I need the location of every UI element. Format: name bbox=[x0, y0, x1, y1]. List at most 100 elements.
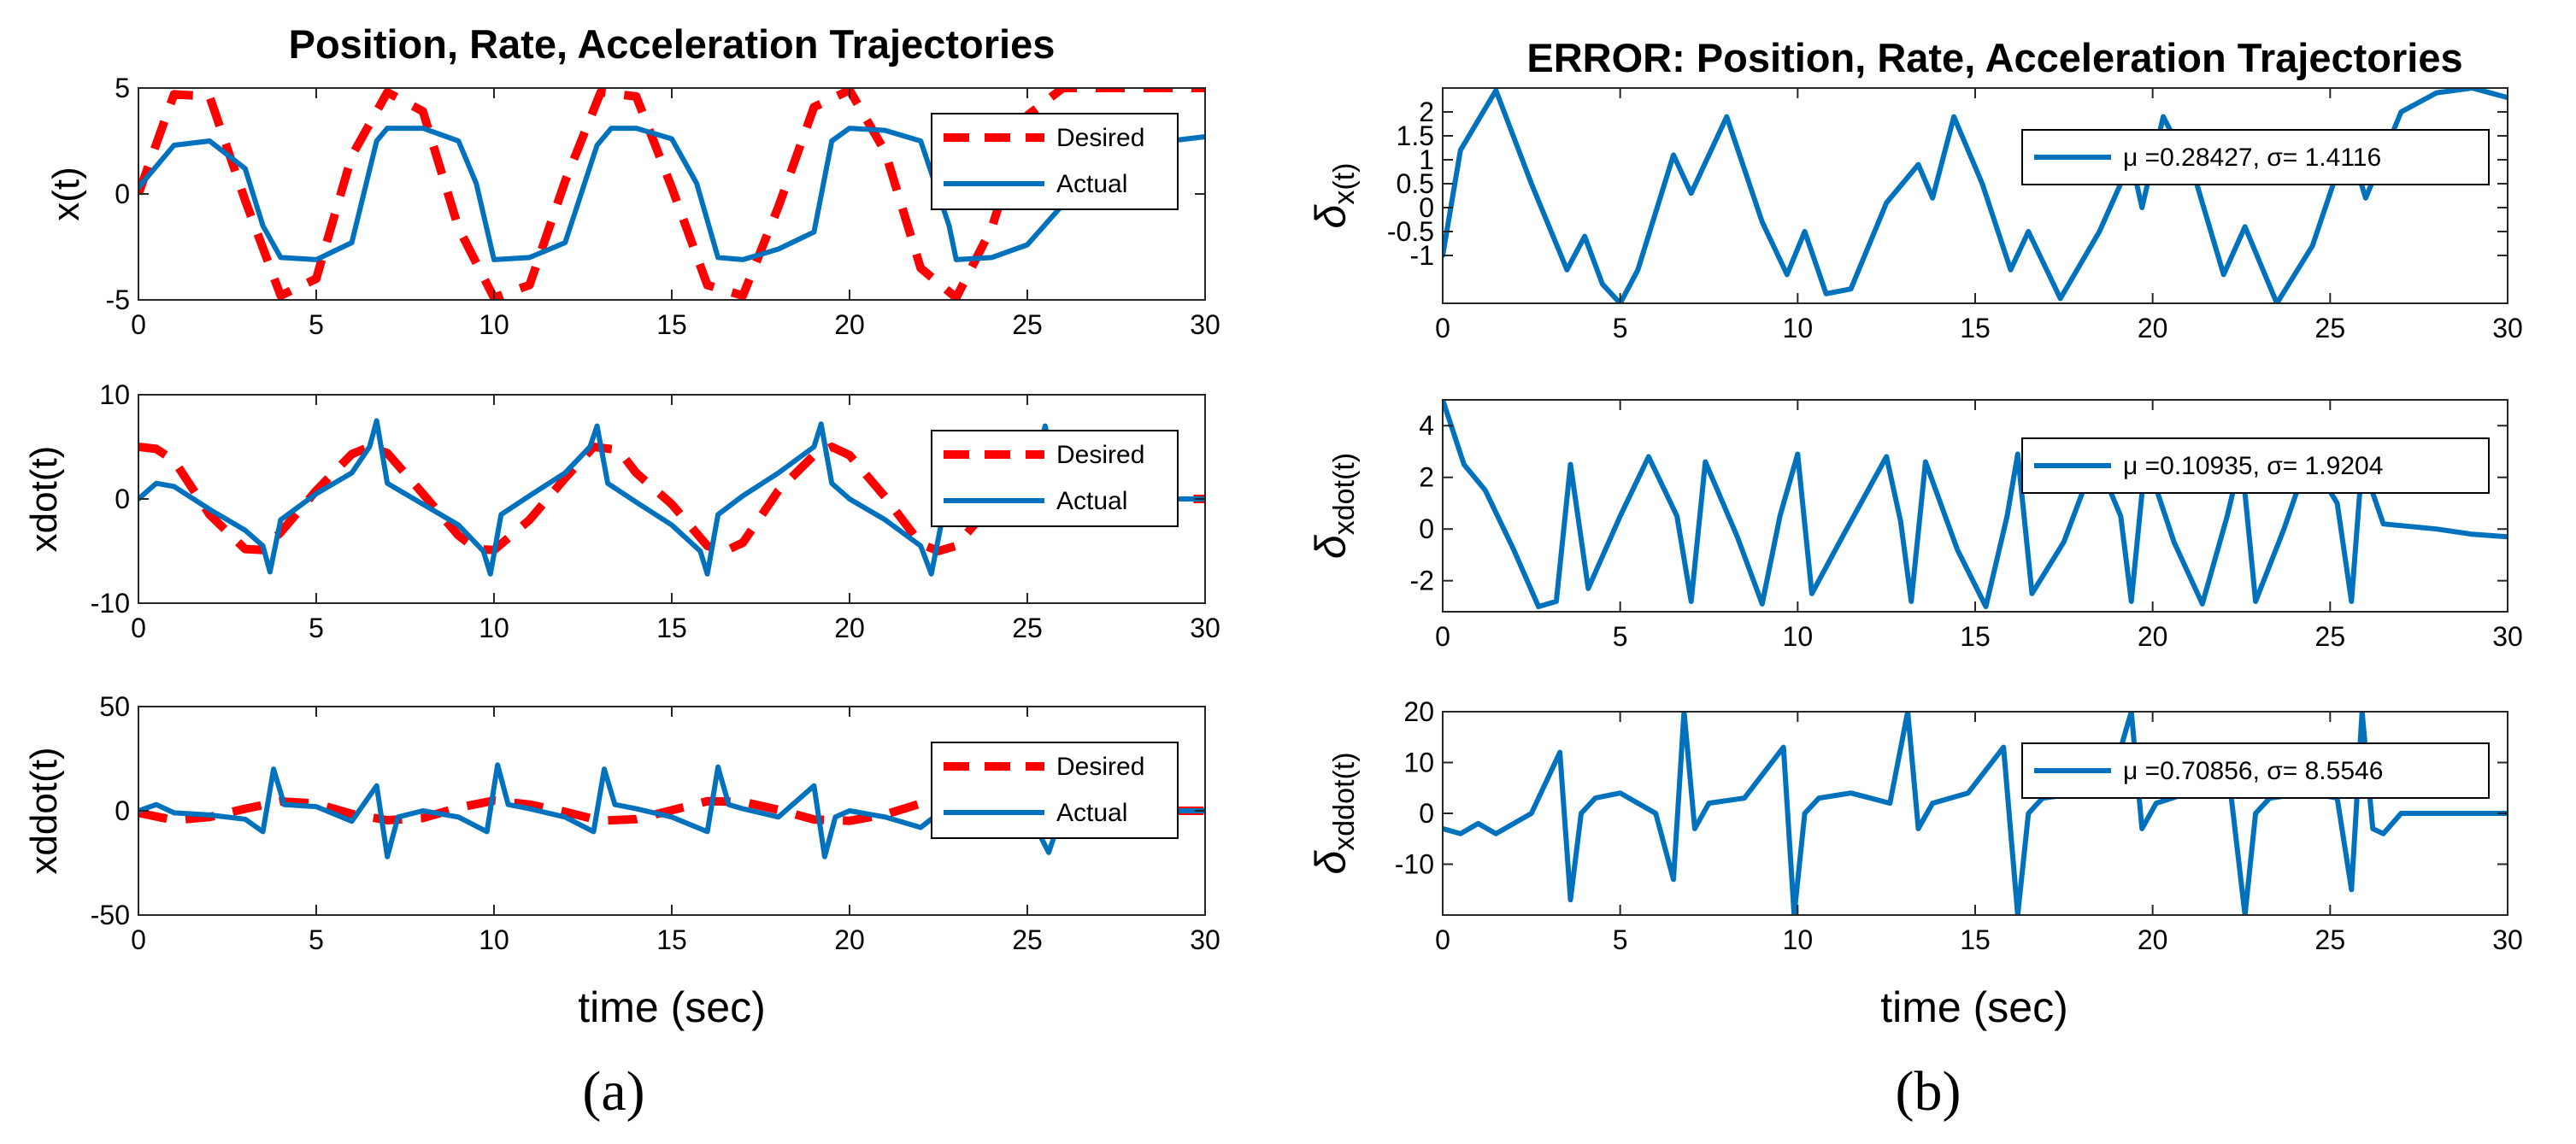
legend-label: Actual bbox=[1056, 799, 1127, 827]
legend: μ =0.28427, σ= 1.4116 bbox=[2021, 129, 2490, 185]
legend-label: Desired bbox=[1056, 441, 1144, 469]
y-tick-label: -2 bbox=[1410, 566, 1434, 596]
panel-a-xlabel: time (sec) bbox=[578, 983, 765, 1031]
panel-b-title: ERROR: Position, Rate, Acceleration Traj… bbox=[1526, 35, 2462, 80]
caption-a: (a) bbox=[582, 1060, 644, 1123]
legend-label: μ =0.70856, σ= 8.5546 bbox=[2123, 757, 2383, 785]
y-tick-label: 0 bbox=[115, 484, 130, 514]
x-tick-label: 30 bbox=[1190, 613, 1220, 643]
x-tick-label: 10 bbox=[1783, 313, 1814, 343]
x-tick-label: 30 bbox=[2492, 924, 2523, 955]
y-tick-label: -10 bbox=[91, 588, 130, 619]
series-line-0-28427-1-4116 bbox=[1443, 88, 2508, 303]
x-tick-label: 0 bbox=[131, 924, 146, 955]
x-tick-label: 10 bbox=[1783, 924, 1814, 955]
x-tick-label: 15 bbox=[1960, 924, 1991, 955]
y-tick-label: 0.5 bbox=[1397, 168, 1434, 199]
y-tick-label: 0 bbox=[115, 179, 130, 209]
series-line-actual bbox=[138, 126, 1205, 262]
y-tick-label: -5 bbox=[106, 285, 130, 315]
y-axis-label: x(t) bbox=[45, 167, 87, 221]
x-tick-label: 0 bbox=[131, 309, 146, 340]
x-tick-label: 15 bbox=[656, 309, 687, 340]
y-tick-label: 20 bbox=[1403, 696, 1434, 727]
legend: μ =0.70856, σ= 8.5546 bbox=[2021, 742, 2490, 799]
legend-label: μ =0.28427, σ= 1.4116 bbox=[2123, 144, 2381, 172]
y-axis-label: xdot(t) bbox=[23, 446, 65, 553]
x-tick-label: 5 bbox=[309, 924, 324, 955]
x-tick-label: 20 bbox=[2138, 621, 2168, 652]
y-tick-label: 1.5 bbox=[1397, 120, 1434, 151]
y-tick-label: 0 bbox=[1419, 192, 1434, 223]
panel-a-title: Position, Rate, Acceleration Trajectorie… bbox=[289, 21, 1056, 67]
x-tick-label: 5 bbox=[1613, 313, 1628, 343]
series-line-0-10935-1-9204 bbox=[1443, 400, 2508, 609]
y-tick-label: 1 bbox=[1419, 144, 1434, 175]
series-line-desired bbox=[138, 796, 1205, 825]
axes-background bbox=[1443, 400, 2508, 612]
y-tick-label: -50 bbox=[91, 900, 130, 930]
x-tick-label: 25 bbox=[1012, 924, 1043, 955]
y-tick-label: 4 bbox=[1419, 410, 1434, 441]
y-tick-label: 0 bbox=[1419, 513, 1434, 544]
legend-label: Desired bbox=[1056, 124, 1144, 152]
x-tick-label: 15 bbox=[1960, 621, 1991, 652]
legend-label: Actual bbox=[1056, 170, 1127, 198]
y-axis-label: δxddot(t) bbox=[1307, 752, 1361, 874]
legend-label: Desired bbox=[1056, 753, 1144, 781]
caption-b: (b) bbox=[1896, 1060, 1961, 1123]
y-tick-label: 0 bbox=[115, 795, 130, 826]
panel-b-xlabel: time (sec) bbox=[1880, 983, 2067, 1031]
x-tick-label: 25 bbox=[1012, 613, 1043, 643]
x-tick-label: 25 bbox=[1012, 309, 1043, 340]
x-tick-label: 15 bbox=[656, 613, 687, 643]
x-tick-label: 30 bbox=[2492, 313, 2523, 343]
y-axis-label: δxdot(t) bbox=[1307, 453, 1361, 559]
legend: μ =0.10935, σ= 1.9204 bbox=[2021, 437, 2490, 494]
x-tick-label: 30 bbox=[1190, 309, 1220, 340]
plot-b-acceleration-error: 0 5 10 15 20 25 30 -10 0 10 20 δxddot(t) μ =0.70856,… bbox=[1307, 696, 2523, 955]
x-tick-label: 10 bbox=[1783, 621, 1814, 652]
x-tick-label: 20 bbox=[834, 613, 865, 643]
y-tick-label: -1 bbox=[1410, 240, 1434, 271]
y-axis-label: xddot(t) bbox=[23, 747, 65, 874]
x-tick-label: 20 bbox=[2138, 313, 2168, 343]
x-tick-label: 5 bbox=[1613, 621, 1628, 652]
x-tick-label: 20 bbox=[2138, 924, 2168, 955]
x-tick-label: 0 bbox=[131, 613, 146, 643]
x-tick-label: 10 bbox=[479, 613, 509, 643]
legend-label: μ =0.10935, σ= 1.9204 bbox=[2123, 452, 2383, 480]
x-tick-label: 30 bbox=[1190, 924, 1220, 955]
x-tick-label: 5 bbox=[309, 309, 324, 340]
y-tick-label: 10 bbox=[99, 379, 130, 410]
y-axis-label: δx(t) bbox=[1307, 163, 1361, 229]
y-tick-label: -0.5 bbox=[1387, 216, 1434, 247]
axes-background bbox=[1443, 88, 2508, 303]
legend: Desired Actual bbox=[931, 742, 1179, 839]
x-tick-label: 25 bbox=[2315, 621, 2346, 652]
x-tick-label: 20 bbox=[834, 309, 865, 340]
legend: Desired Actual bbox=[931, 430, 1179, 527]
x-tick-label: 10 bbox=[479, 309, 509, 340]
legend-label: Actual bbox=[1056, 487, 1127, 515]
x-tick-label: 25 bbox=[2315, 313, 2346, 343]
x-tick-label: 20 bbox=[834, 924, 865, 955]
y-tick-label: -10 bbox=[1395, 849, 1434, 880]
y-tick-label: 2 bbox=[1419, 462, 1434, 493]
x-tick-label: 15 bbox=[656, 924, 687, 955]
legend: Desired Actual bbox=[931, 113, 1179, 210]
y-tick-label: 5 bbox=[115, 73, 130, 103]
x-tick-label: 0 bbox=[1435, 924, 1450, 955]
y-tick-label: 2 bbox=[1419, 97, 1434, 127]
x-tick-label: 25 bbox=[2315, 924, 2346, 955]
x-tick-label: 30 bbox=[2492, 621, 2523, 652]
y-tick-label: 0 bbox=[1419, 798, 1434, 829]
x-tick-label: 15 bbox=[1960, 313, 1991, 343]
x-tick-label: 10 bbox=[479, 924, 509, 955]
y-tick-label: 50 bbox=[99, 691, 130, 722]
